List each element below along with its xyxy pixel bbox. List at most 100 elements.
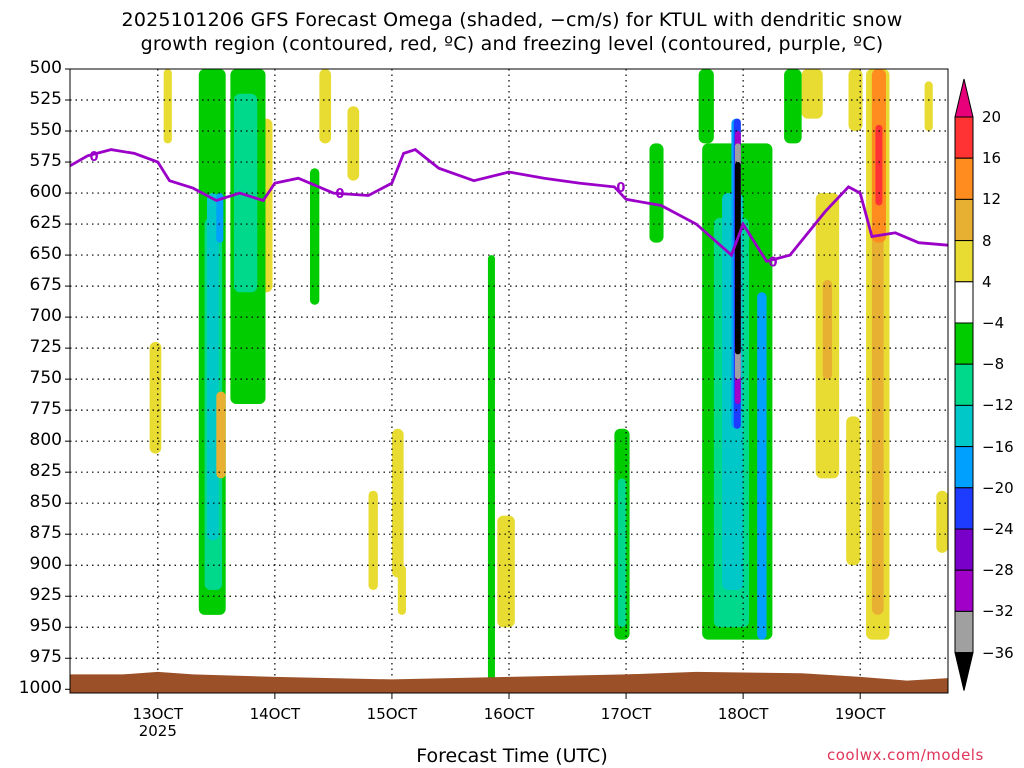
freezing-level-label: 0: [90, 150, 99, 165]
colorbar-band: [954, 487, 974, 530]
y-tick-label: 525: [29, 89, 62, 109]
colorbar-band: [954, 446, 974, 489]
colorbar-label: −8: [982, 355, 1005, 374]
omega-region-c12: [206, 193, 219, 541]
colorbar-label: −4: [982, 314, 1005, 332]
colorbar-band: [954, 157, 974, 200]
colorbar-label: 8: [982, 231, 992, 250]
colorbar-band: [954, 528, 974, 571]
y-tick-label: 950: [29, 616, 62, 637]
grid-lines: [65, 68, 948, 699]
x-tick-sublabel: 2025: [138, 722, 177, 740]
colorbar-bottom-arrow: [954, 652, 974, 691]
x-tick-label: 15OCT: [366, 705, 418, 723]
omega-region-c4: [649, 143, 664, 243]
colorbar-label: −16: [982, 437, 1014, 456]
y-tick-label: 750: [29, 368, 62, 389]
omega-region-w4: [924, 81, 933, 132]
plot-frame: [69, 68, 949, 694]
colorbar-band: [954, 198, 974, 242]
omega-shading-layer: [149, 69, 948, 690]
omega-region-w4: [801, 69, 823, 119]
omega-region-w8: [822, 279, 833, 380]
colorbar-label: 12: [982, 190, 1002, 209]
x-tick-label: 18OCT: [717, 705, 769, 723]
y-tick-label: 550: [29, 120, 62, 141]
colorbar: [954, 78, 974, 691]
freezing-level-labels: 0 0 0 0: [90, 150, 778, 270]
omega-region-c4: [784, 69, 802, 144]
colorbar-band: [954, 240, 974, 283]
x-axis-title: Forecast Time (UTC): [416, 745, 608, 767]
colorbar-band: [954, 404, 974, 448]
colorbar-band: [954, 322, 974, 365]
colorbar-band: [954, 569, 974, 612]
colorbar-band: [954, 610, 974, 654]
omega-region-c4: [309, 168, 320, 305]
y-tick-label: 500: [29, 58, 62, 78]
omega-region-c16: [216, 193, 224, 243]
omega-region-w4: [347, 106, 360, 181]
omega-region-w4: [368, 490, 378, 591]
omega-region-c4: [487, 255, 495, 690]
y-tick-label: 800: [29, 430, 62, 451]
y-tick-label: 775: [29, 399, 62, 420]
freezing-level-line: [69, 148, 949, 263]
colorbar-label: −36: [982, 643, 1014, 662]
colorbar-label: 16: [982, 149, 1002, 168]
omega-region-c4: [698, 69, 714, 144]
colorbar-band: [954, 363, 974, 406]
y-tick-label: 700: [29, 306, 62, 327]
colorbar-label: −28: [982, 561, 1014, 580]
omega-region-w4: [163, 69, 172, 144]
x-tick-label: 13OCT: [132, 705, 184, 723]
omega-region-w4: [149, 341, 162, 454]
x-tick-label: 16OCT: [483, 705, 535, 723]
y-tick-label: 625: [29, 213, 62, 234]
y-tick-label: 850: [29, 492, 62, 513]
x-tick-label: 17OCT: [600, 705, 652, 723]
omega-region-w4: [497, 515, 515, 628]
omega-region-w8: [216, 391, 226, 479]
x-tick-label: 14OCT: [249, 705, 301, 723]
y-tick-label: 875: [29, 523, 62, 544]
colorbar-top-arrow: [954, 78, 974, 118]
omega-region-w4: [848, 69, 863, 132]
colorbar-band: [954, 116, 974, 159]
omega-region-c8: [233, 93, 258, 293]
freezing-level-label: 0: [769, 255, 778, 270]
y-tick-label: 1000: [18, 678, 62, 699]
y-tick-label: 975: [29, 647, 62, 668]
chart-title-line2: growth region (contoured, red, ºC) and f…: [140, 33, 884, 55]
colorbar-label: −24: [982, 520, 1014, 538]
colorbar-label: −12: [982, 396, 1014, 415]
omega-region-w4: [397, 565, 406, 615]
surface-terrain: [70, 671, 948, 693]
x-tick-label: 19OCT: [834, 705, 886, 723]
omega-region-w16: [875, 124, 883, 206]
credit-link[interactable]: coolwx.com/models: [827, 746, 984, 764]
omega-region-w4: [319, 69, 332, 144]
omega-region-c8: [617, 478, 627, 628]
colorbar-label: −32: [982, 602, 1014, 621]
omega-region-w4: [846, 416, 861, 566]
freezing-level-label: 0: [335, 187, 344, 202]
omega-region-c16: [757, 292, 767, 640]
colorbar-band: [954, 281, 974, 324]
y-tick-label: 575: [29, 151, 62, 172]
colorbar-label: −20: [982, 478, 1014, 497]
y-tick-label: 900: [29, 554, 62, 575]
colorbar-label: 4: [982, 272, 992, 291]
y-tick-label: 675: [29, 275, 62, 296]
y-tick-label: 725: [29, 337, 62, 358]
y-tick-label: 825: [29, 461, 62, 482]
y-tick-label: 600: [29, 182, 62, 203]
omega-region-w4: [391, 428, 404, 578]
omega-region-w4: [936, 490, 948, 553]
colorbar-label: 20: [982, 108, 1002, 126]
chart-title-line1: 2025101206 GFS Forecast Omega (shaded, −…: [121, 9, 903, 31]
y-tick-label: 650: [29, 244, 62, 265]
freezing-level-label: 0: [616, 181, 625, 196]
y-tick-label: 925: [29, 585, 62, 606]
